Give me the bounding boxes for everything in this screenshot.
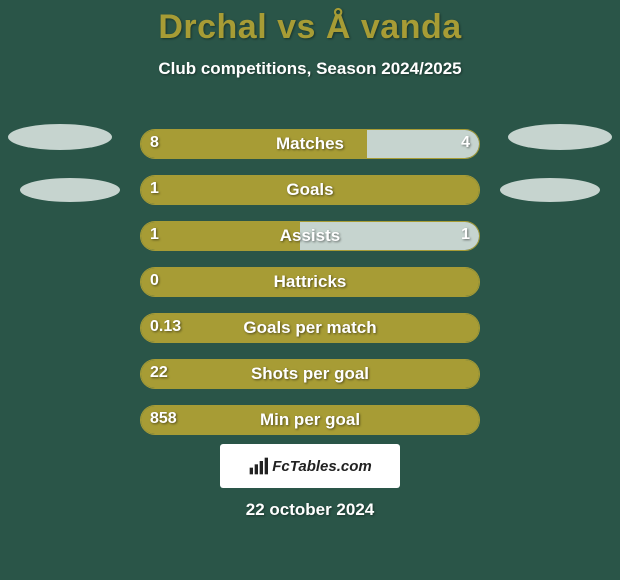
stat-label: Goals: [140, 180, 480, 200]
footer-date: 22 october 2024: [0, 500, 620, 520]
stat-label: Shots per goal: [140, 364, 480, 384]
stat-label: Matches: [140, 134, 480, 154]
page-title: Drchal vs Å vanda: [0, 0, 620, 47]
stats-container: 84Matches1Goals11Assists0Hattricks0.13Go…: [0, 121, 620, 443]
stat-row: 11Assists: [0, 213, 620, 259]
footer-brand-text: FcTables.com: [272, 458, 371, 475]
stat-row: 858Min per goal: [0, 397, 620, 443]
stat-row: 0Hattricks: [0, 259, 620, 305]
stat-label: Hattricks: [140, 272, 480, 292]
stat-label: Min per goal: [140, 410, 480, 430]
stat-row: 22Shots per goal: [0, 351, 620, 397]
stat-row: 0.13Goals per match: [0, 305, 620, 351]
footer-badge: FcTables.com: [220, 444, 400, 488]
stat-row: 84Matches: [0, 121, 620, 167]
bars-icon: [248, 456, 268, 476]
page-subtitle: Club competitions, Season 2024/2025: [0, 59, 620, 79]
stat-label: Goals per match: [140, 318, 480, 338]
stat-label: Assists: [140, 226, 480, 246]
stat-row: 1Goals: [0, 167, 620, 213]
